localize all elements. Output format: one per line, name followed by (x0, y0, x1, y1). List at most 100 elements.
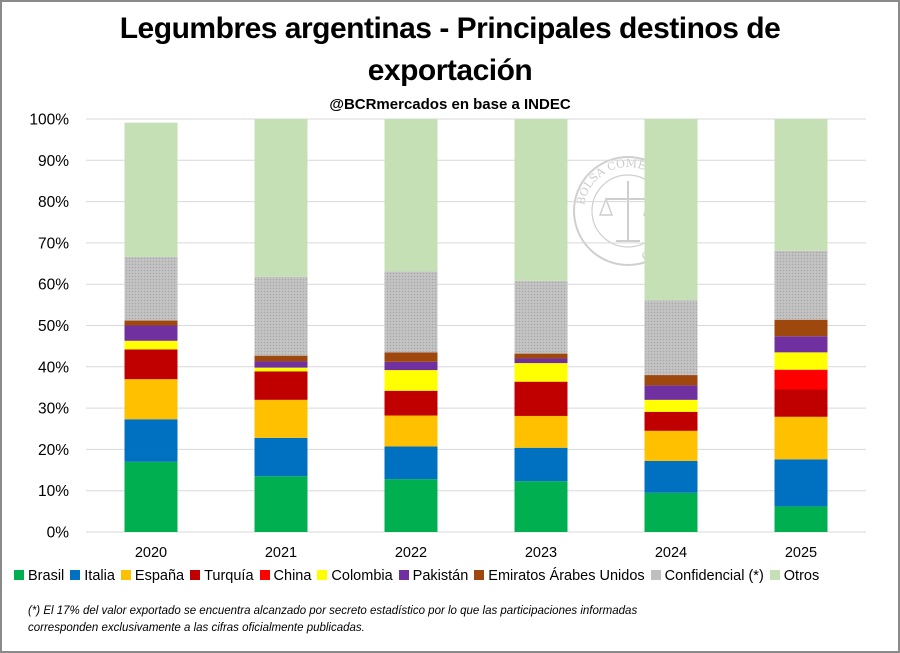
bar-segment (774, 352, 828, 370)
bar-segment (644, 375, 698, 386)
bar-segment (514, 381, 568, 416)
chart-title-line2: exportación (367, 54, 533, 87)
bar-segment (514, 415, 568, 448)
bar-segment (774, 119, 828, 251)
bar-segment (514, 358, 568, 364)
legend-swatch (259, 570, 270, 580)
bar-segment (774, 250, 828, 320)
bar-segment (384, 352, 438, 362)
legend-label: Otros (783, 568, 820, 584)
footnote-line2: corresponden exclusivamente a las cifras… (28, 622, 365, 634)
bar-segment (124, 349, 178, 380)
bar-segment (514, 447, 568, 482)
y-tick-label: 40% (38, 359, 69, 376)
legend-label: Brasil (28, 568, 65, 584)
y-tick-label: 100% (29, 112, 69, 129)
bar-segment (124, 320, 178, 326)
x-tick-label: 2023 (525, 545, 557, 561)
y-tick-label: 0% (47, 525, 70, 542)
bar-segment (384, 119, 438, 272)
y-tick-label: 60% (38, 277, 69, 294)
legend-label: Emiratos Árabes Unidos (488, 568, 645, 584)
bar-segment (514, 119, 568, 281)
chart-subtitle: @BCRmercados en base a INDEC (329, 96, 571, 113)
legend-label: Confidencial (*) (664, 568, 764, 584)
bar-segment (514, 280, 568, 354)
x-tick-label: 2024 (655, 545, 687, 561)
legend-swatch (317, 570, 328, 580)
bar-segment (124, 419, 178, 462)
bar-segment (254, 355, 308, 362)
bar-segment (514, 481, 568, 532)
bar-segment (254, 367, 308, 372)
bar-segment (384, 370, 438, 391)
x-tick-label: 2025 (785, 545, 817, 561)
y-tick-label: 90% (38, 153, 69, 170)
bar-segment (254, 119, 308, 277)
bar-segment (514, 363, 568, 382)
y-tick-label: 20% (38, 442, 69, 459)
legend-item: Colombia (317, 568, 393, 584)
legend-item: Brasil (14, 568, 64, 584)
legend-swatch (650, 570, 661, 580)
bar-segment (124, 325, 178, 341)
bar-segment (644, 430, 698, 461)
bar-segment (124, 461, 178, 532)
bar-segment (774, 389, 828, 417)
legend-label: China (273, 568, 312, 584)
bar-segment (254, 399, 308, 438)
bar-segment (254, 361, 308, 368)
bar-segment (774, 416, 828, 460)
legend-label: Italia (84, 568, 115, 584)
legend-item: Italia (70, 568, 115, 584)
legend-swatch (120, 570, 131, 580)
legend-item: China (259, 568, 312, 584)
bar-segment (644, 492, 698, 532)
bar-segment (384, 390, 438, 416)
legend-item: España (120, 568, 185, 584)
legend-item: Turquía (190, 568, 254, 584)
bar-segment (644, 460, 698, 493)
bar-segment (124, 379, 178, 420)
legend-swatch (398, 570, 409, 580)
bar-segment (254, 437, 308, 477)
bar-segment (384, 271, 438, 353)
bar-segment (254, 476, 308, 532)
legend-swatch (190, 570, 201, 580)
x-tick-label: 2021 (265, 545, 297, 561)
x-tick-label: 2022 (395, 545, 427, 561)
bar-segment (774, 336, 828, 353)
y-tick-label: 80% (38, 194, 69, 211)
bar-segment (254, 276, 308, 356)
y-tick-label: 10% (38, 483, 69, 500)
legend-label: Pakistán (412, 568, 469, 584)
bar-segment (124, 122, 178, 257)
bar-segment (384, 361, 438, 371)
bar-segment (384, 446, 438, 480)
bar-segment (644, 300, 698, 376)
chart-legend: Brasil Italia España Turquía China Colombia Pa… (14, 568, 894, 584)
footnote: (*) El 17% del valor exportado se encuen… (28, 603, 828, 637)
bar-segment (384, 415, 438, 447)
x-tick-label: 2020 (135, 545, 167, 561)
legend-item: Emiratos Árabes Unidos (474, 568, 645, 584)
bar-segment (774, 369, 828, 390)
legend-label: Colombia (331, 568, 393, 584)
bar-segment (644, 399, 698, 412)
legend-label: España (134, 568, 185, 584)
footnote-line1: (*) El 17% del valor exportado se encuen… (28, 605, 638, 617)
bar-segment (254, 371, 308, 400)
bar-segment (124, 340, 178, 350)
bar-segment (124, 256, 178, 321)
legend-item: Confidencial (*) (650, 568, 764, 584)
bar-segment (774, 459, 828, 507)
bar-segment (774, 506, 828, 532)
bar-segment (514, 353, 568, 359)
bar-segment (774, 319, 828, 337)
bar-segment (644, 385, 698, 400)
chart-title-line1: Legumbres argentinas - Principales desti… (119, 12, 781, 45)
bar-segment (644, 411, 698, 431)
legend-swatch (70, 570, 81, 580)
legend-swatch (474, 570, 485, 580)
